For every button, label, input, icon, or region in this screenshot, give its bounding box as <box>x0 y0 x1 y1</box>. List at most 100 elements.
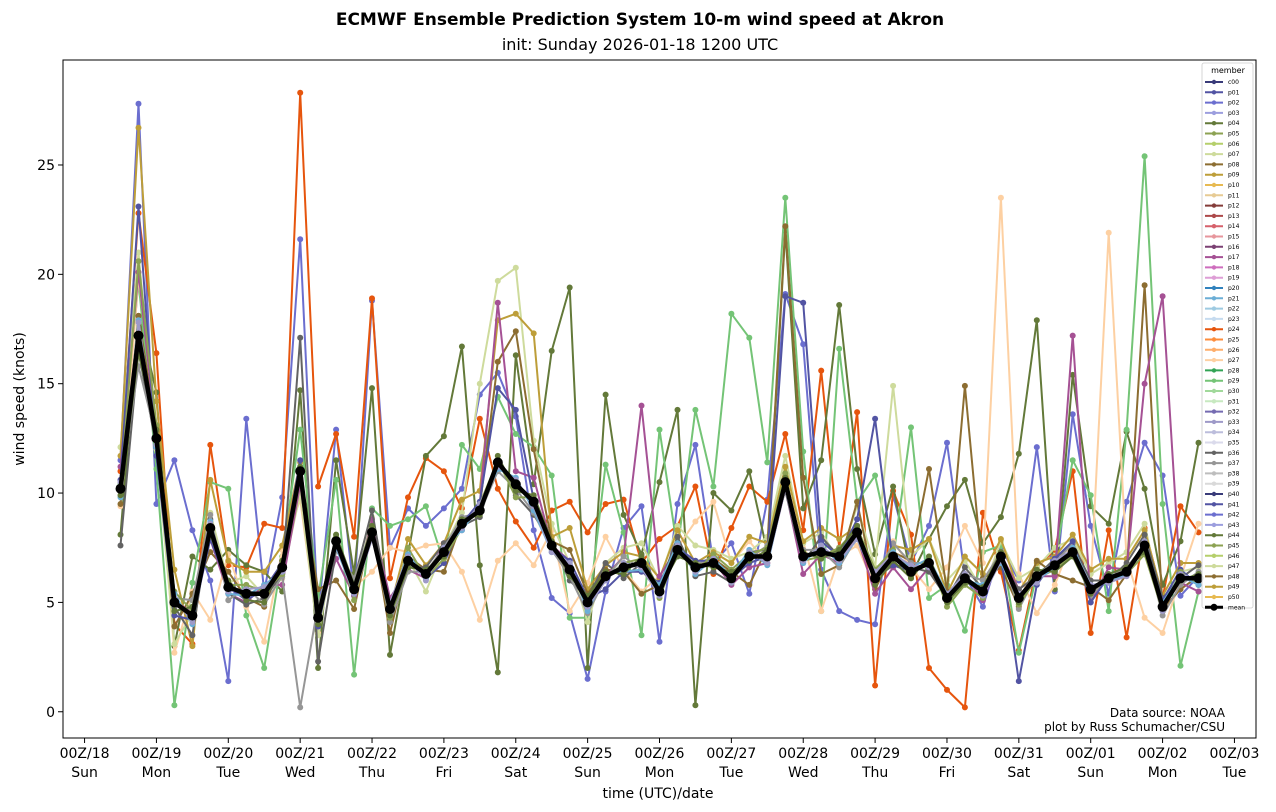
data-point-p02 <box>1087 522 1094 529</box>
data-point-p04 <box>566 284 573 291</box>
legend-entry-p36: p36 <box>1205 450 1240 457</box>
legend-swatch-marker <box>1211 491 1217 497</box>
data-point-p05 <box>351 597 358 604</box>
data-point-p48 <box>782 223 789 230</box>
data-point-p02 <box>1069 411 1076 418</box>
legend-entry-p08: p08 <box>1205 161 1240 168</box>
data-point-p24 <box>297 89 304 96</box>
data-point-p48 <box>351 606 358 612</box>
data-point-p33 <box>908 562 914 569</box>
data-point-p29 <box>620 529 627 536</box>
data-point-mean <box>1157 601 1168 612</box>
data-point-mean <box>654 586 665 597</box>
data-point-p37 <box>207 511 214 518</box>
legend-entry-p33: p33 <box>1205 419 1240 426</box>
data-point-mean <box>726 573 737 584</box>
legend-swatch-marker <box>1211 100 1217 105</box>
data-point-p04 <box>1033 317 1040 324</box>
data-point-p04 <box>800 505 807 512</box>
data-point-p29 <box>566 614 573 621</box>
data-point-p24 <box>279 525 286 531</box>
legend-entry-mean: mean <box>1205 603 1245 611</box>
legend-label: p12 <box>1228 203 1240 210</box>
data-point-p24 <box>818 367 825 374</box>
data-point-p24 <box>512 518 519 525</box>
data-point-mean <box>1103 573 1114 584</box>
x-tick-day-label: Wed <box>285 765 316 781</box>
x-tick-day-label: Mon <box>645 765 675 781</box>
legend-swatch-marker <box>1211 203 1217 208</box>
data-point-p24 <box>387 575 393 582</box>
data-point-p07 <box>1105 560 1112 566</box>
legend-swatch-marker <box>1211 399 1217 404</box>
data-point-p37 <box>620 553 627 560</box>
data-point-p07 <box>171 641 178 647</box>
data-point-mean <box>672 544 683 555</box>
legend-label: p25 <box>1228 337 1240 344</box>
legend-entry-p30: p30 <box>1205 388 1240 395</box>
data-point-mean <box>1121 566 1132 577</box>
legend-swatch-marker <box>1211 574 1217 579</box>
data-point-p44 <box>818 555 825 562</box>
data-point-mean <box>259 588 270 599</box>
data-point-p04 <box>440 433 447 440</box>
legend-entry-p17: p17 <box>1205 254 1240 261</box>
data-point-p27 <box>476 616 483 623</box>
legend-entry-p39: p39 <box>1205 481 1240 488</box>
legend-label: p19 <box>1228 275 1240 282</box>
legend-entry-p10: p10 <box>1205 182 1240 189</box>
x-tick-day-label: Tue <box>215 765 240 781</box>
legend-swatch-marker <box>1211 316 1217 322</box>
data-point-mean <box>528 496 539 507</box>
legend-entry-p09: p09 <box>1205 172 1240 179</box>
y-axis-label: wind speed (knots) <box>12 332 28 466</box>
data-point-p01 <box>818 538 825 545</box>
data-point-mean <box>888 551 899 562</box>
legend-label: p01 <box>1228 89 1240 96</box>
data-point-p07 <box>782 452 789 459</box>
data-point-p27 <box>1105 229 1112 236</box>
data-point-mean <box>313 612 324 623</box>
data-point-p27 <box>692 518 699 525</box>
data-point-p17 <box>512 468 519 475</box>
data-point-p44 <box>872 581 879 588</box>
data-point-p29 <box>746 334 753 341</box>
legend-label: p13 <box>1228 213 1240 220</box>
data-point-mean <box>942 593 952 603</box>
legend-swatch-marker <box>1211 450 1217 455</box>
data-point-p27 <box>530 562 537 569</box>
legend-swatch-marker <box>1211 296 1217 301</box>
data-point-p36 <box>117 542 124 549</box>
data-point-p29 <box>243 612 250 619</box>
data-point-mean <box>1085 584 1096 595</box>
data-point-mean <box>1049 560 1060 571</box>
data-point-p05 <box>243 581 250 588</box>
data-point-p24 <box>872 682 879 689</box>
data-point-mean <box>474 505 485 516</box>
data-point-p04 <box>746 468 753 475</box>
legend-entry-p26: p26 <box>1205 347 1240 354</box>
legend-label: p16 <box>1228 244 1240 251</box>
data-point-p01 <box>297 457 304 464</box>
data-point-p09 <box>728 560 735 566</box>
data-point-p27 <box>422 542 429 549</box>
data-point-p48 <box>512 328 519 335</box>
data-point-p09 <box>746 533 753 540</box>
legend-label: p17 <box>1228 254 1240 261</box>
legend-swatch-marker <box>1210 603 1218 611</box>
data-point-mean <box>223 582 234 593</box>
legend-entry-p37: p37 <box>1205 460 1240 467</box>
x-tick-date-label: 00Z/22 <box>347 746 397 762</box>
legend-label: p41 <box>1228 501 1240 508</box>
data-point-p27 <box>566 608 573 615</box>
legend: member c00 p01 p02 p03 p04 p05 p06 p07 p08 p09 p10… <box>1201 62 1254 611</box>
data-point-p02 <box>530 527 537 534</box>
data-point-p24 <box>153 350 160 357</box>
data-point-p29 <box>872 472 879 479</box>
data-point-p24 <box>207 441 214 448</box>
data-point-mean <box>762 551 773 562</box>
data-point-mean <box>438 547 449 558</box>
data-point-p29 <box>171 702 178 709</box>
data-point-p24 <box>351 533 358 540</box>
legend-label: p44 <box>1228 532 1240 539</box>
